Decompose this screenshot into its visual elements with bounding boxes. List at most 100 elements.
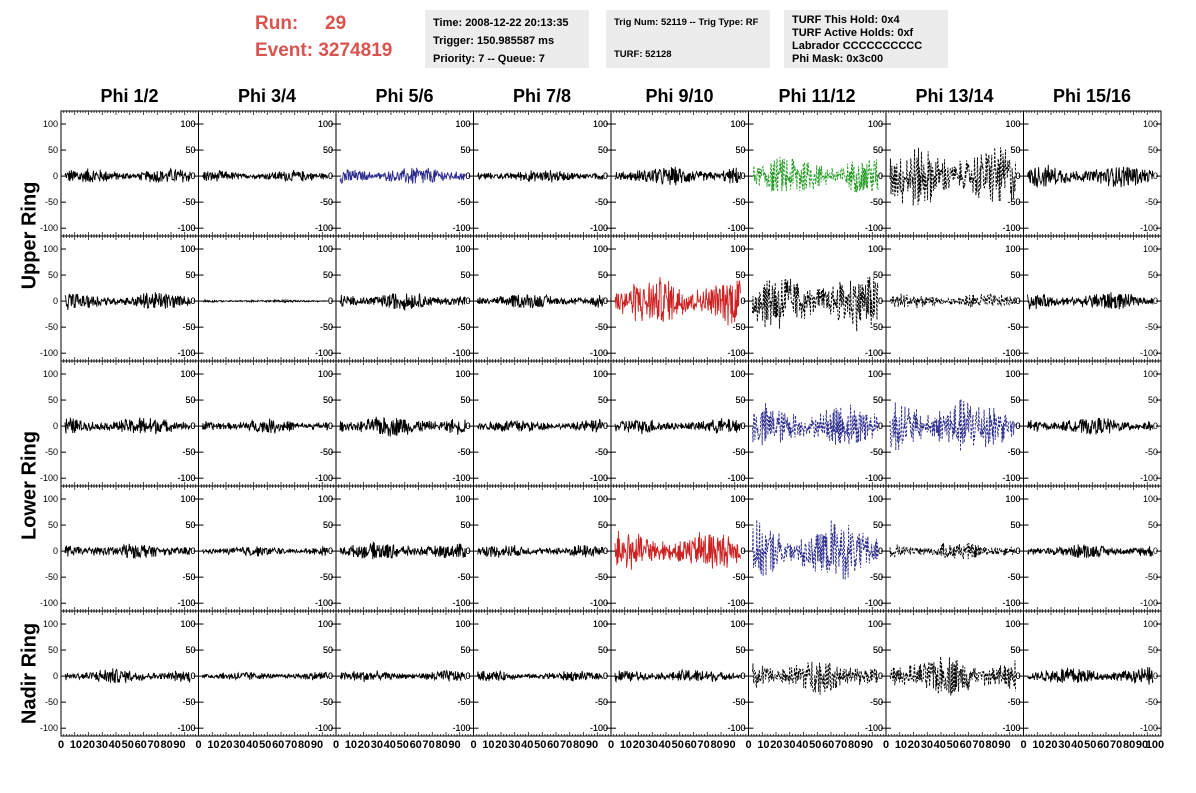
y-tick-label: -50: [1145, 322, 1158, 332]
y-tick-label: -50: [320, 197, 333, 207]
y-tick-label: 100: [868, 119, 883, 129]
y-tick-label: 100: [318, 369, 333, 379]
y-tick-label: 50: [1148, 145, 1158, 155]
y-tick-label: -100: [315, 598, 333, 608]
waveform-trace: [615, 670, 741, 682]
y-tick-label: -100: [177, 598, 195, 608]
y-tick-label: 50: [735, 145, 745, 155]
y-tick-label: 100: [180, 494, 195, 504]
panel-frame: [199, 236, 337, 361]
waveform-trace: [478, 170, 604, 182]
y-tick-label: 0: [603, 171, 608, 181]
y-tick-label: 100: [730, 119, 745, 129]
waveform-trace: [65, 169, 191, 183]
waveform-trace: [753, 277, 879, 332]
waveform-trace: [1028, 165, 1154, 188]
y-tick-label: -50: [320, 322, 333, 332]
y-tick-label: 100: [180, 369, 195, 379]
panel-frame: [474, 111, 612, 236]
y-tick-label: 50: [598, 520, 608, 530]
y-tick-label: 100: [1005, 369, 1020, 379]
y-tick-label: -50: [870, 322, 883, 332]
y-tick-label: 0: [1015, 421, 1020, 431]
waveform-trace: [615, 418, 741, 434]
y-tick-label: -100: [590, 348, 608, 358]
y-tick-label: -50: [45, 322, 58, 332]
waveform-trace: [65, 418, 191, 434]
waveform-trace: [753, 403, 879, 445]
waveform-trace: [340, 294, 466, 311]
y-tick-label: -100: [727, 598, 745, 608]
y-tick-label: 50: [185, 270, 195, 280]
y-tick-label: 100: [43, 619, 58, 629]
y-tick-label: -50: [182, 447, 195, 457]
y-tick-label: -100: [1002, 473, 1020, 483]
x-tick-label: 10: [70, 739, 82, 751]
y-tick-label: -50: [732, 322, 745, 332]
x-tick-label: 30: [96, 739, 108, 751]
y-tick-label: -100: [177, 723, 195, 733]
waveform-trace: [65, 668, 191, 683]
y-tick-label: -100: [865, 348, 883, 358]
y-tick-label: 0: [603, 671, 608, 681]
waveform-trace: [890, 399, 1016, 451]
x-tick-label: 60: [135, 739, 147, 751]
y-tick-label: 100: [455, 494, 470, 504]
y-tick-label: 0: [878, 421, 883, 431]
y-tick-label: 100: [180, 244, 195, 254]
y-tick-label: 100: [593, 119, 608, 129]
y-tick-label: 0: [328, 421, 333, 431]
y-tick-label: 100: [455, 369, 470, 379]
y-tick-label: 100: [868, 244, 883, 254]
y-tick-label: -50: [45, 697, 58, 707]
y-tick-label: 100: [318, 494, 333, 504]
y-tick-label: 0: [1015, 296, 1020, 306]
y-tick-label: 100: [455, 119, 470, 129]
y-tick-label: 100: [180, 619, 195, 629]
y-tick-label: 0: [603, 546, 608, 556]
waveform-trace: [890, 293, 1016, 308]
x-tick-label: 0: [58, 739, 64, 751]
y-tick-label: 100: [455, 244, 470, 254]
y-tick-label: -100: [590, 223, 608, 233]
y-tick-label: -50: [320, 447, 333, 457]
y-tick-label: 100: [1005, 494, 1020, 504]
y-tick-label: 0: [878, 671, 883, 681]
y-tick-label: -50: [182, 697, 195, 707]
y-tick-label: -50: [595, 322, 608, 332]
y-tick-label: 0: [190, 421, 195, 431]
y-tick-label: 50: [323, 645, 333, 655]
x-tick-label: 80: [160, 739, 172, 751]
y-tick-label: 0: [190, 171, 195, 181]
waveform-trace: [753, 157, 879, 193]
y-tick-label: -50: [182, 572, 195, 582]
panel-frame: [474, 361, 612, 486]
y-tick-label: 0: [1153, 421, 1158, 431]
waveform-trace: [340, 542, 466, 560]
y-tick-label: 0: [1153, 171, 1158, 181]
y-tick-label: -100: [315, 473, 333, 483]
y-tick-label: 0: [1015, 671, 1020, 681]
y-tick-label: -50: [1145, 447, 1158, 457]
waveform-trace: [65, 544, 191, 559]
y-tick-label: 0: [740, 671, 745, 681]
y-tick-label: 50: [598, 395, 608, 405]
y-tick-label: 0: [53, 421, 58, 431]
y-tick-label: 50: [185, 645, 195, 655]
y-tick-label: 100: [593, 244, 608, 254]
waveform-trace: [1028, 292, 1154, 309]
y-tick-label: 0: [190, 296, 195, 306]
y-tick-label: -50: [182, 197, 195, 207]
y-tick-label: -50: [595, 197, 608, 207]
y-tick-label: 100: [1143, 369, 1158, 379]
y-tick-label: 50: [460, 395, 470, 405]
y-tick-label: -100: [1140, 598, 1158, 608]
y-tick-label: -50: [870, 572, 883, 582]
y-tick-label: -100: [452, 723, 470, 733]
y-tick-label: -100: [452, 223, 470, 233]
x-tick-label: 20: [83, 739, 95, 751]
y-tick-label: -100: [1140, 223, 1158, 233]
y-tick-label: -50: [320, 697, 333, 707]
y-tick-label: 0: [190, 671, 195, 681]
y-tick-label: 100: [43, 119, 58, 129]
